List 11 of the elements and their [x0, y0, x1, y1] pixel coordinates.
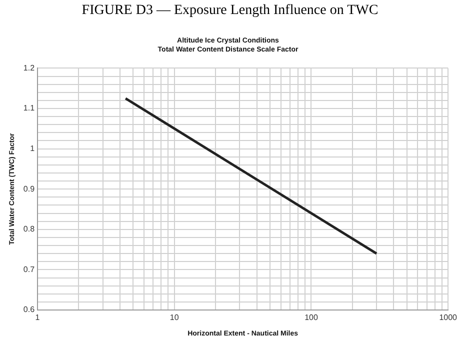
chart-title: FIGURE D3 — Exposure Length Influence on TWC [80, 2, 380, 20]
y-tick-label: 0.8 [23, 224, 36, 234]
y-tick-label: 0.7 [23, 264, 36, 274]
y-tick-label: 0.6 [23, 305, 36, 314]
x-tick-label: 100 [304, 313, 318, 322]
y-tick-label: 1 [30, 144, 36, 154]
y-tick-label: 1.2 [23, 63, 36, 72]
x-tick-label: 10 [170, 313, 180, 322]
y-tick-label: 0.9 [23, 184, 36, 194]
y-tick-label: 1.1 [23, 104, 36, 113]
x-tick-label: 1000 [439, 313, 458, 322]
